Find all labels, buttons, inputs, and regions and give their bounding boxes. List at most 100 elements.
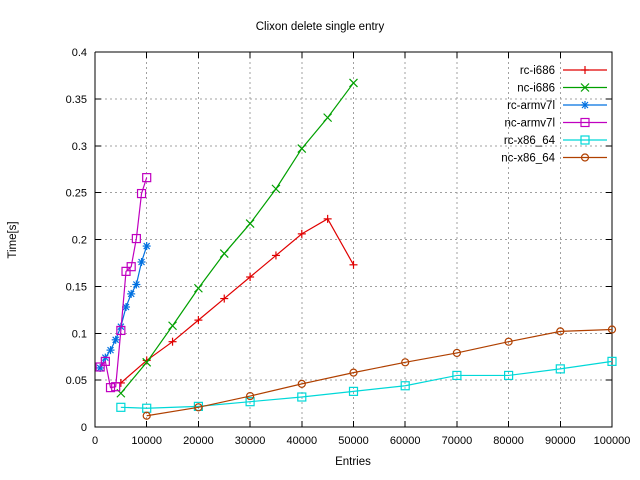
data-point bbox=[246, 273, 255, 281]
legend-label: nc-i686 bbox=[517, 83, 555, 95]
series-nc-i686 bbox=[116, 78, 358, 398]
y-tick-label: 0.1 bbox=[72, 328, 87, 340]
x-tick-label: 70000 bbox=[442, 435, 473, 447]
x-axis-label: Entries bbox=[335, 456, 371, 468]
data-point bbox=[400, 381, 410, 391]
data-point bbox=[556, 327, 565, 336]
data-point bbox=[106, 346, 115, 355]
legend-entry-rc-armv7l[interactable]: rc-armv7l bbox=[507, 100, 607, 112]
x-tick-label: 90000 bbox=[545, 435, 576, 447]
x-tick-label: 0 bbox=[92, 435, 98, 447]
data-point bbox=[297, 229, 306, 238]
series-rc-i686 bbox=[116, 214, 358, 387]
series-line bbox=[146, 328, 613, 417]
y-tick-label: 0.2 bbox=[72, 235, 87, 247]
data-point bbox=[349, 260, 358, 269]
data-point bbox=[504, 337, 513, 346]
data-point bbox=[452, 348, 461, 358]
data-point bbox=[142, 411, 151, 420]
data-point bbox=[100, 356, 110, 366]
legend-marker bbox=[580, 153, 590, 162]
data-point bbox=[555, 364, 565, 374]
data-point bbox=[504, 370, 514, 381]
data-point bbox=[142, 242, 151, 251]
data-point bbox=[246, 391, 255, 401]
data-point bbox=[127, 289, 136, 298]
legend-entry-rc-x86_64[interactable]: rc-x86_64 bbox=[504, 135, 607, 147]
legend-marker bbox=[581, 66, 589, 74]
data-point bbox=[297, 144, 307, 153]
legend-entry-nc-armv7l[interactable]: nc-armv7l bbox=[505, 118, 607, 130]
y-tick-label: 0 bbox=[81, 422, 87, 434]
data-point bbox=[194, 316, 203, 325]
data-point bbox=[168, 321, 177, 331]
data-point bbox=[271, 184, 281, 194]
data-point bbox=[131, 233, 141, 244]
x-tick-label: 10000 bbox=[131, 435, 162, 447]
legend-entry-rc-i686[interactable]: rc-i686 bbox=[520, 65, 607, 77]
data-point bbox=[142, 357, 152, 367]
data-point bbox=[349, 368, 358, 377]
series-line bbox=[120, 218, 355, 384]
series-line bbox=[120, 360, 613, 409]
data-point bbox=[245, 397, 255, 407]
series-nc-x86_64 bbox=[142, 325, 617, 420]
data-point bbox=[271, 251, 280, 260]
data-point bbox=[323, 214, 332, 223]
data-point bbox=[607, 356, 617, 366]
legend-label: rc-i686 bbox=[520, 65, 555, 77]
data-point bbox=[111, 382, 121, 392]
y-tick-label: 0.35 bbox=[66, 94, 87, 106]
data-point bbox=[105, 383, 116, 393]
series-nc-armv7l bbox=[95, 173, 152, 393]
legend-marker bbox=[581, 101, 589, 109]
data-point bbox=[95, 362, 105, 372]
data-point bbox=[121, 266, 131, 276]
legend-marker bbox=[580, 83, 590, 92]
grid-lines bbox=[95, 51, 613, 427]
series-line bbox=[99, 177, 148, 389]
data-series-layer bbox=[95, 78, 617, 420]
y-tick-label: 0.15 bbox=[66, 281, 87, 293]
data-point bbox=[194, 403, 203, 412]
y-axis-label: Time[s] bbox=[7, 221, 19, 258]
data-point bbox=[116, 325, 126, 336]
y-tick-label: 0.3 bbox=[72, 141, 87, 153]
data-point bbox=[220, 294, 229, 303]
y-tick-label: 0.05 bbox=[66, 375, 87, 387]
legend-entry-nc-x86_64[interactable]: nc-x86_64 bbox=[501, 153, 607, 165]
x-tick-label: 30000 bbox=[235, 435, 266, 447]
x-tick-label: 100000 bbox=[594, 435, 631, 447]
axis-tick-labels: 0 0.05 0.1 0.15 0.2 0.25 0.3 0.35 0.4 0 10000 20000… bbox=[66, 47, 631, 447]
data-point bbox=[168, 337, 177, 346]
x-tick-label: 20000 bbox=[183, 435, 214, 447]
series-line bbox=[99, 245, 148, 369]
legend-label: nc-x86_64 bbox=[501, 153, 555, 165]
data-point bbox=[132, 280, 141, 289]
data-point bbox=[297, 392, 307, 402]
data-point bbox=[219, 249, 229, 258]
y-tick-label: 0.4 bbox=[72, 47, 87, 59]
data-point bbox=[116, 402, 126, 412]
data-point bbox=[297, 379, 306, 388]
data-point bbox=[111, 335, 120, 344]
data-point bbox=[136, 188, 147, 199]
legend-marker bbox=[580, 117, 590, 128]
legend-entry-nc-i686[interactable]: nc-i686 bbox=[517, 83, 607, 95]
data-point bbox=[137, 258, 146, 266]
data-point bbox=[126, 262, 136, 272]
x-tick-label: 40000 bbox=[287, 435, 318, 447]
axis-ticks bbox=[94, 51, 613, 428]
legend-label: rc-x86_64 bbox=[504, 135, 556, 147]
legend-label: nc-armv7l bbox=[505, 118, 555, 130]
x-tick-label: 60000 bbox=[390, 435, 421, 447]
legend-marker bbox=[580, 135, 590, 145]
data-point bbox=[607, 325, 617, 334]
data-point bbox=[452, 370, 462, 381]
x-tick-label: 50000 bbox=[338, 435, 369, 447]
data-point bbox=[193, 283, 203, 293]
data-point bbox=[245, 219, 255, 228]
data-point bbox=[323, 113, 333, 123]
